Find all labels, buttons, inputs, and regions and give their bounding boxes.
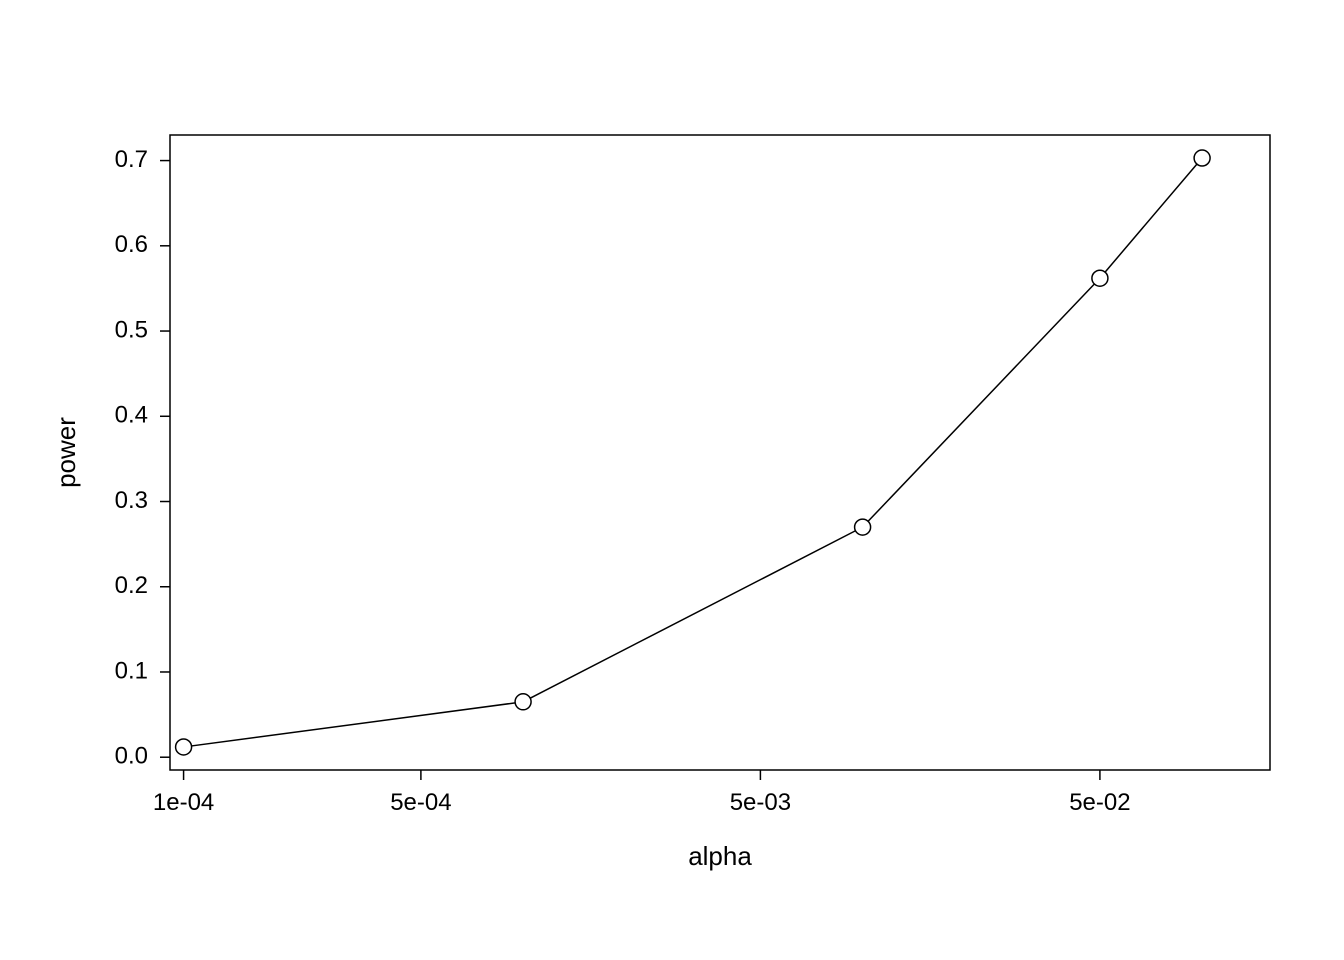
y-tick-label: 0.5	[115, 316, 148, 343]
power-vs-alpha-chart: 1e-04 5e-04 5e-03 5e-02 0.0 0.1 0.2 0.3 0.4 0.5 0.…	[0, 0, 1344, 960]
y-axis-label: power	[51, 417, 81, 488]
x-tick-label: 5e-02	[1069, 789, 1130, 816]
x-tick-label: 5e-04	[390, 789, 451, 816]
x-tick-label: 5e-03	[730, 789, 791, 816]
y-tick-label: 0.0	[115, 743, 148, 770]
y-tick-label: 0.6	[115, 231, 148, 258]
y-tick-label: 0.7	[115, 146, 148, 173]
y-tick-label: 0.2	[115, 572, 148, 599]
y-tick-label: 0.1	[115, 657, 148, 684]
y-tick-label: 0.3	[115, 487, 148, 514]
x-tick-label: 1e-04	[153, 789, 214, 816]
y-tick-label: 0.4	[115, 402, 148, 429]
x-axis-label: alpha	[688, 841, 752, 871]
